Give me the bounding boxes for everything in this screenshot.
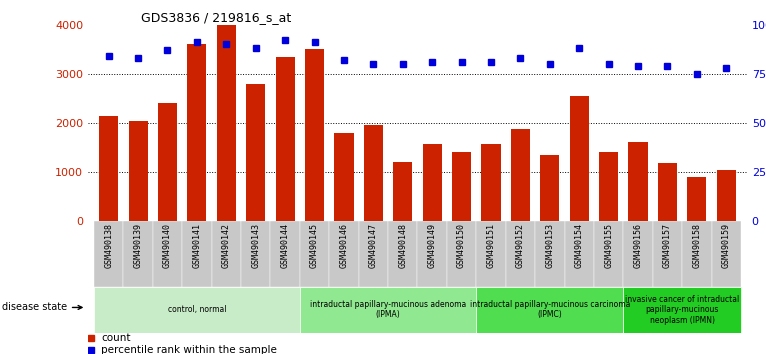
Text: GSM490147: GSM490147 xyxy=(369,223,378,268)
Text: GSM490148: GSM490148 xyxy=(398,223,408,268)
Bar xyxy=(329,221,358,287)
Text: GSM490150: GSM490150 xyxy=(457,223,466,268)
Bar xyxy=(447,221,476,287)
Bar xyxy=(570,96,589,221)
Bar xyxy=(94,221,123,287)
Bar xyxy=(452,152,471,221)
Bar xyxy=(417,221,447,287)
Bar xyxy=(565,221,594,287)
Bar xyxy=(476,287,624,333)
Bar xyxy=(683,221,712,287)
Bar xyxy=(99,116,118,221)
Text: count: count xyxy=(101,333,131,343)
Text: disease state: disease state xyxy=(2,302,82,313)
Text: GSM490151: GSM490151 xyxy=(486,223,496,268)
Bar xyxy=(364,125,383,221)
Bar xyxy=(217,25,236,221)
Bar xyxy=(158,103,177,221)
Bar xyxy=(188,44,207,221)
Bar xyxy=(211,221,241,287)
Text: GSM490149: GSM490149 xyxy=(427,223,437,268)
Text: GSM490140: GSM490140 xyxy=(163,223,172,268)
Text: intraductal papillary-mucinous carcinoma
(IPMC): intraductal papillary-mucinous carcinoma… xyxy=(470,300,630,319)
Bar xyxy=(182,221,211,287)
Bar xyxy=(276,57,295,221)
Bar xyxy=(628,142,647,221)
Bar xyxy=(535,221,565,287)
Text: GSM490141: GSM490141 xyxy=(192,223,201,268)
Text: GSM490152: GSM490152 xyxy=(516,223,525,268)
Text: percentile rank within the sample: percentile rank within the sample xyxy=(101,345,277,354)
Text: GSM490146: GSM490146 xyxy=(339,223,349,268)
Text: GSM490142: GSM490142 xyxy=(222,223,231,268)
Text: GSM490154: GSM490154 xyxy=(574,223,584,268)
Bar xyxy=(482,144,500,221)
Text: GDS3836 / 219816_s_at: GDS3836 / 219816_s_at xyxy=(141,11,291,24)
Bar xyxy=(152,221,182,287)
Text: GSM490158: GSM490158 xyxy=(692,223,702,268)
Bar xyxy=(423,144,442,221)
Text: GSM490155: GSM490155 xyxy=(604,223,613,268)
Text: GSM490153: GSM490153 xyxy=(545,223,555,268)
Bar xyxy=(717,170,736,221)
Text: GSM490156: GSM490156 xyxy=(633,223,643,268)
Bar xyxy=(653,221,683,287)
Bar xyxy=(270,221,300,287)
Bar xyxy=(300,221,329,287)
Text: invasive cancer of intraductal
papillary-mucinous
neoplasm (IPMN): invasive cancer of intraductal papillary… xyxy=(625,295,739,325)
Bar xyxy=(624,287,741,333)
Bar xyxy=(599,152,618,221)
Bar xyxy=(246,84,265,221)
Text: GSM490157: GSM490157 xyxy=(663,223,672,268)
Bar xyxy=(129,121,148,221)
Bar xyxy=(123,221,152,287)
Bar xyxy=(511,130,530,221)
Bar xyxy=(358,221,388,287)
Text: GSM490139: GSM490139 xyxy=(133,223,142,268)
Bar xyxy=(476,221,506,287)
Bar xyxy=(594,221,624,287)
Bar xyxy=(658,163,677,221)
Bar xyxy=(506,221,535,287)
Bar xyxy=(393,162,412,221)
Bar xyxy=(624,221,653,287)
Bar xyxy=(687,177,706,221)
Text: GSM490144: GSM490144 xyxy=(280,223,290,268)
Bar xyxy=(94,287,300,333)
Text: control, normal: control, normal xyxy=(168,305,226,314)
Text: GSM490159: GSM490159 xyxy=(722,223,731,268)
Bar xyxy=(712,221,741,287)
Text: GSM490138: GSM490138 xyxy=(104,223,113,268)
Bar xyxy=(300,287,476,333)
Text: intraductal papillary-mucinous adenoma
(IPMA): intraductal papillary-mucinous adenoma (… xyxy=(310,300,466,319)
Text: GSM490143: GSM490143 xyxy=(251,223,260,268)
Bar xyxy=(540,155,559,221)
Bar xyxy=(335,133,353,221)
Bar xyxy=(305,49,324,221)
Bar xyxy=(388,221,417,287)
Bar xyxy=(241,221,270,287)
Text: GSM490145: GSM490145 xyxy=(310,223,319,268)
